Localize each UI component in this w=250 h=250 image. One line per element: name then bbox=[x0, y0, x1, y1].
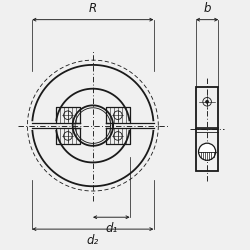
Text: d₂: d₂ bbox=[87, 234, 99, 247]
Circle shape bbox=[198, 143, 216, 160]
Text: d₁: d₁ bbox=[105, 222, 118, 235]
Text: R: R bbox=[89, 2, 97, 16]
Circle shape bbox=[206, 100, 208, 103]
Text: b: b bbox=[203, 2, 211, 16]
